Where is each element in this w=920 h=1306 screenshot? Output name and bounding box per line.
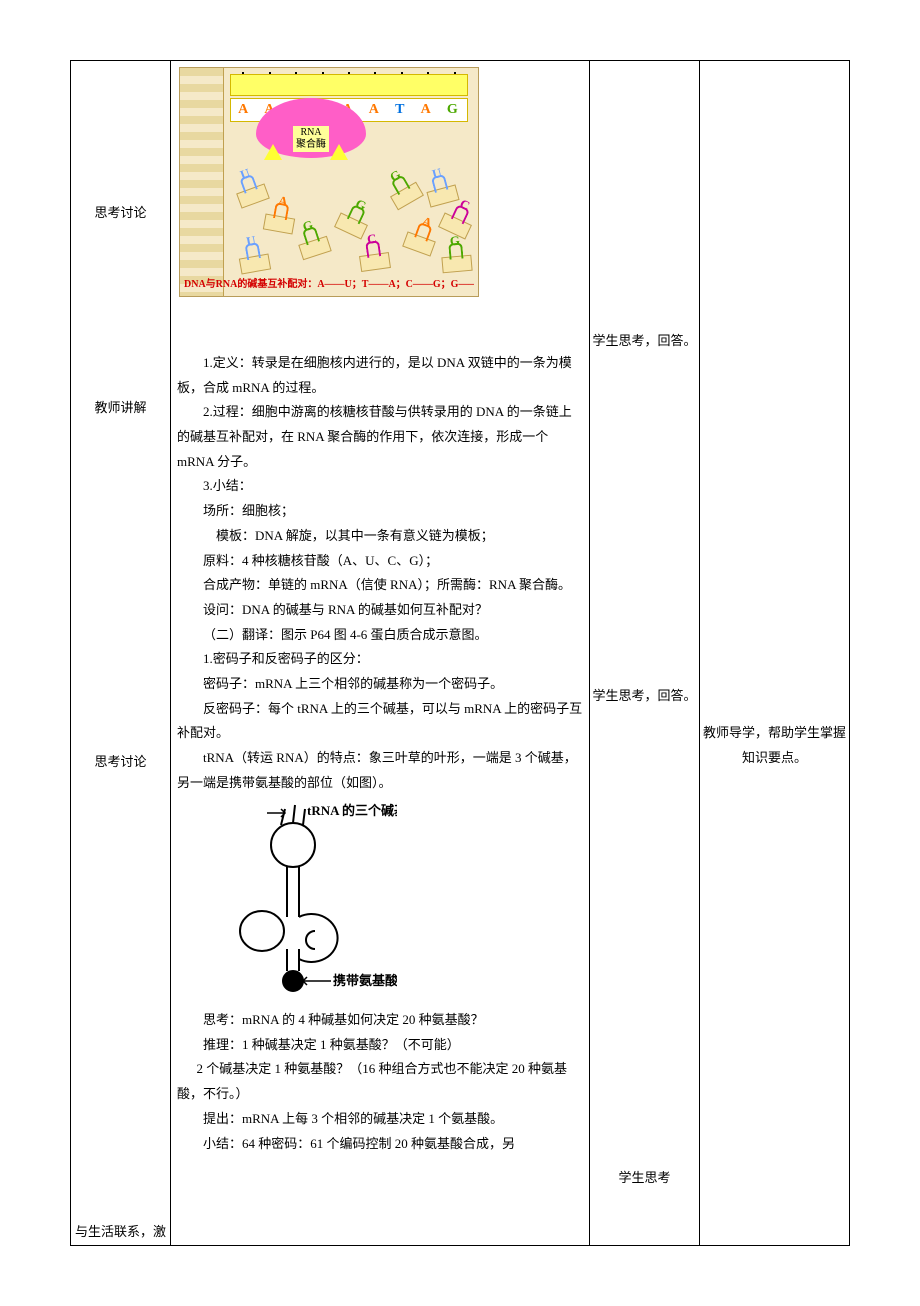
para-locus: 场所：细胞核；: [177, 499, 583, 524]
enzyme-label-rna: RNA: [300, 127, 321, 138]
trna-label-top: tRNA 的三个碱基: [307, 803, 397, 818]
r2-text-line1: 教师导学，帮助学生掌握: [702, 721, 847, 746]
enzyme-label-enz: 聚合酶: [296, 139, 326, 150]
nucleotide-icon: U: [239, 254, 271, 275]
para-anticodon: 反密码子：每个 tRNA 上的三个碱基，可以与 mRNA 上的密码子互补配对。: [177, 697, 583, 746]
para-codon: 密码子：mRNA 上三个相邻的碱基称为一个密码子。: [177, 672, 583, 697]
teacher-note-column: 教师导学，帮助学生掌握 知识要点。: [700, 61, 850, 1246]
figure1-caption: DNA与RNA的碱基互补配对：A——U；T——A；C——G；G——C: [184, 275, 474, 294]
para-process: 2.过程：细胞中游离的核糖核苷酸与供转录用的 DNA 的一条链上的碱基互补配对，…: [177, 400, 583, 474]
nucleotide-icon: C: [359, 252, 391, 272]
para-product: 合成产物：单链的 mRNA（信使 RNA）；所需酶：RNA 聚合酶。: [177, 573, 583, 598]
base-letter: A: [369, 97, 381, 124]
para-propose: 提出：mRNA 上每 3 个相邻的碱基决定 1 个氨基酸。: [177, 1107, 583, 1132]
r1-text-b: 学生思考，回答。: [592, 684, 697, 709]
para-infer2: 2 个碱基决定 1 种氨基酸？（16 种组合方式也不能决定 20 种氨基酸，不行…: [177, 1057, 583, 1106]
nucleotide-icon: G: [441, 255, 472, 274]
para-think: 思考：mRNA 的 4 种碱基如何决定 20 种氨基酸？: [177, 1008, 583, 1033]
para-def: 1.定义：转录是在细胞核内进行的，是以 DNA 双链中的一条为模板，合成 mRN…: [177, 351, 583, 400]
trna-label-bottom: 携带氨基酸的部位: [333, 973, 397, 988]
left-column: 思考讨论 教师讲解 思考讨论 与生活联系，激: [71, 61, 171, 1246]
arrow-icon: [330, 144, 348, 160]
r1-text-c: 学生思考: [592, 1166, 697, 1191]
base-letter: A: [238, 97, 250, 124]
nucleotide-icon: U: [426, 184, 459, 207]
para-translate: （二）翻译：图示 P64 图 4-6 蛋白质合成示意图。: [177, 623, 583, 648]
lesson-plan-table: 思考讨论 教师讲解 思考讨论 与生活联系，激 AATCAATAG: [70, 60, 850, 1246]
left-label-shenghuo: 与生活联系，激: [75, 1220, 166, 1245]
nucleotide-icon: A: [402, 231, 436, 256]
para-question: 设问：DNA 的碱基与 RNA 的碱基如何互补配对？: [177, 598, 583, 623]
nucleotide-icon: G: [390, 182, 424, 211]
main-column: AATCAATAG RNA 聚合酶 UAUGGCGAUCG DNA与RNA的碱基…: [171, 61, 590, 1246]
para-summary-head: 3.小结：: [177, 474, 583, 499]
student-activity-column: 学生思考，回答。 学生思考，回答。 学生思考: [590, 61, 700, 1246]
left-label-sikao2: 思考讨论: [75, 750, 166, 775]
para-infer1: 推理：1 种碱基决定 1 种氨基酸？（不可能）: [177, 1033, 583, 1058]
para-conclude: 小结：64 种密码：61 个编码控制 20 种氨基酸合成，另: [177, 1132, 583, 1157]
base-letter: T: [395, 97, 406, 124]
r2-text-line2: 知识要点。: [702, 746, 847, 771]
left-label-sikao1: 思考讨论: [75, 201, 166, 226]
r1-text-a: 学生思考，回答。: [592, 329, 697, 354]
para-template: 模板：DNA 解旋，以其中一条有意义链为模板；: [177, 524, 583, 549]
transcription-figure: AATCAATAG RNA 聚合酶 UAUGGCGAUCG DNA与RNA的碱基…: [179, 67, 479, 297]
para-material: 原料：4 种核糖核苷酸（A、U、C、G）；: [177, 549, 583, 574]
left-label-jiaoshi: 教师讲解: [75, 396, 166, 421]
para-trna-desc: tRNA（转运 RNA）的特点：象三叶草的叶形，一端是 3 个碱基，另一端是携带…: [177, 746, 583, 795]
base-letter: G: [447, 97, 460, 124]
nucleotide-icon: G: [334, 212, 368, 239]
para-codon-head: 1.密码子和反密码子的区分：: [177, 647, 583, 672]
trna-figure: tRNA 的三个碱基 携带氨基酸的部位: [207, 799, 397, 1008]
nucleotide-icon: A: [263, 214, 295, 235]
nucleotide-icon: G: [298, 236, 331, 260]
arrow-icon: [264, 144, 282, 160]
nucleotide-icon: U: [236, 183, 270, 208]
base-letter: A: [421, 97, 433, 124]
